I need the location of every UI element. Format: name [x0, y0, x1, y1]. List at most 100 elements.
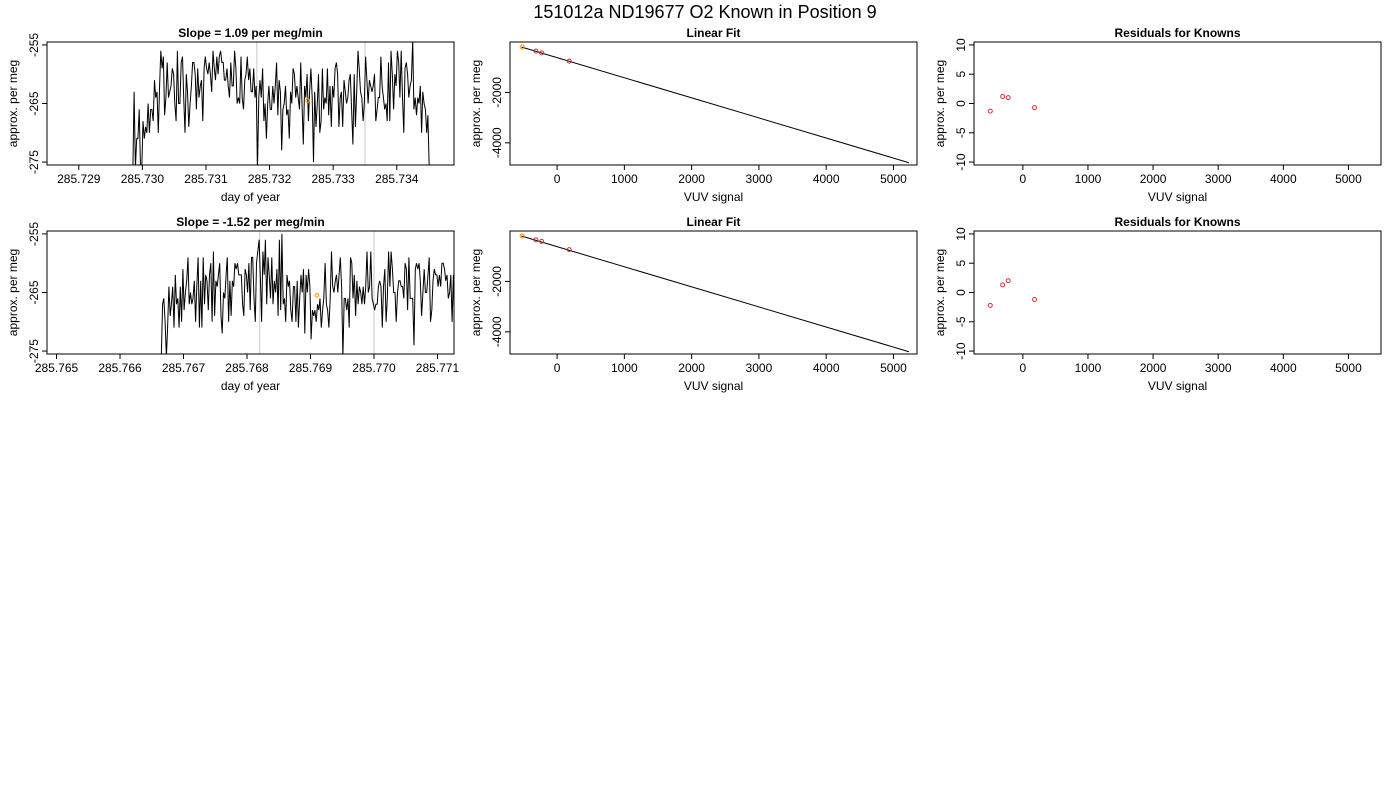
highlight-marker [305, 98, 311, 103]
x-tick-label: 0 [1019, 361, 1026, 375]
plot-area [519, 44, 910, 164]
fit-line [521, 235, 910, 353]
y-axis-label: approx. per meg [6, 249, 20, 336]
y-tick-label: 10 [954, 38, 968, 52]
data-point [1005, 278, 1011, 284]
x-tick-label: 285.734 [375, 172, 419, 186]
x-tick-label: 5000 [1335, 172, 1362, 186]
x-tick-label: 2000 [1140, 172, 1167, 186]
x-tick-label: 3000 [746, 172, 773, 186]
y-tick-label: -10 [954, 342, 968, 360]
data-point [566, 247, 572, 253]
x-tick-label: 285.766 [98, 361, 142, 375]
y-tick-label: -5 [954, 316, 968, 327]
y-tick-label: 5 [954, 260, 968, 267]
x-axis-label: day of year [221, 379, 280, 393]
x-tick-label: 2000 [678, 361, 705, 375]
x-tick-label: 285.729 [57, 172, 101, 186]
y-axis-label: approx. per meg [933, 249, 947, 336]
y-axis-label: approx. per meg [6, 60, 20, 147]
y-tick-label: -5 [954, 127, 968, 138]
x-tick-label: 285.731 [184, 172, 228, 186]
y-tick-label: -265 [27, 280, 41, 304]
x-tick-label: 2000 [1140, 361, 1167, 375]
x-tick-label: 285.732 [248, 172, 292, 186]
data-point [1000, 282, 1006, 288]
plot-area [987, 278, 1038, 308]
panel-title: Linear Fit [686, 215, 740, 229]
data-point [566, 58, 572, 64]
plot-frame [509, 230, 918, 355]
x-tick-label: 3000 [746, 361, 773, 375]
y-tick-label: -4000 [490, 127, 504, 158]
x-axis-label: VUV signal [1148, 379, 1207, 393]
x-tick-label: 285.771 [416, 361, 460, 375]
y-axis-label: approx. per meg [469, 249, 483, 336]
x-tick-label: 3000 [1205, 361, 1232, 375]
plot-area [987, 93, 1038, 114]
panel-fit-1: Linear Fit 0 1000 2000 3000 4000 5000 -4000 -200… [469, 26, 918, 204]
y-tick-label: 0 [954, 100, 968, 107]
series-line [160, 233, 454, 354]
y-tick-label: 5 [954, 71, 968, 78]
data-point [987, 108, 993, 114]
y-axis-label: approx. per meg [933, 60, 947, 147]
data-point [987, 302, 993, 308]
y-tick-label: 10 [954, 227, 968, 241]
x-axis-label: VUV signal [684, 379, 743, 393]
panel-title: Residuals for Knowns [1114, 215, 1240, 229]
x-tick-label: 285.733 [311, 172, 355, 186]
data-point [533, 237, 539, 243]
plot-frame [973, 41, 1382, 166]
x-axis-label: VUV signal [1148, 190, 1207, 204]
x-tick-label: 285.765 [35, 361, 79, 375]
fit-line [521, 46, 910, 164]
x-tick-label: 5000 [880, 361, 907, 375]
x-axis-label: VUV signal [684, 190, 743, 204]
x-tick-label: 285.768 [225, 361, 269, 375]
panel-title: Linear Fit [686, 26, 740, 40]
data-point [519, 233, 525, 239]
plot-area [519, 233, 910, 353]
panel-resid-2: Residuals for Knowns 0 1000 2000 3000 4000 500… [933, 215, 1382, 393]
x-tick-label: 3000 [1205, 172, 1232, 186]
data-point [533, 48, 539, 54]
x-tick-label: 5000 [880, 172, 907, 186]
data-point [1032, 297, 1038, 303]
panel-resid-1: Residuals for Knowns 0 1000 2000 3000 4000 500… [933, 26, 1382, 204]
panel-timeseries-2: Slope = -1.52 per meg/min 285.765 285.766 2… [6, 215, 460, 393]
x-tick-label: 4000 [1270, 172, 1297, 186]
y-tick-label: -2000 [490, 77, 504, 108]
figure-suptitle: 151012a ND19677 O2 Known in Position 9 [533, 2, 876, 22]
y-tick-label: -255 [27, 222, 41, 246]
x-tick-label: 1000 [1075, 172, 1102, 186]
x-tick-label: 4000 [813, 361, 840, 375]
x-tick-label: 285.767 [162, 361, 206, 375]
data-point [539, 50, 545, 56]
x-tick-label: 0 [1019, 172, 1026, 186]
x-tick-label: 285.770 [352, 361, 396, 375]
data-point [1032, 105, 1038, 111]
series-line [132, 42, 430, 165]
panel-title: Slope = 1.09 per meg/min [178, 26, 322, 40]
panel-fit-2: Linear Fit 0 1000 2000 3000 4000 5000 -4000 -200… [469, 215, 918, 393]
x-tick-label: 0 [554, 172, 561, 186]
y-tick-label: 0 [954, 289, 968, 296]
data-point [519, 44, 525, 50]
x-tick-label: 4000 [1270, 361, 1297, 375]
x-tick-label: 1000 [611, 172, 638, 186]
x-tick-label: 1000 [1075, 361, 1102, 375]
plot-frame [973, 230, 1382, 355]
y-tick-label: -10 [954, 153, 968, 171]
x-tick-label: 285.730 [121, 172, 165, 186]
data-point [1000, 93, 1006, 99]
plot-area [132, 42, 430, 165]
y-tick-label: -265 [27, 91, 41, 115]
x-axis-label: day of year [221, 190, 280, 204]
x-tick-label: 2000 [678, 172, 705, 186]
highlight-marker [314, 293, 320, 298]
data-point [539, 238, 545, 244]
x-tick-label: 4000 [813, 172, 840, 186]
y-tick-label: -275 [27, 339, 41, 363]
